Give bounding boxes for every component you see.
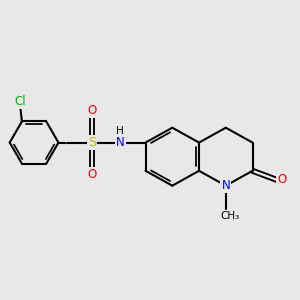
Text: N: N: [116, 136, 125, 149]
Text: N: N: [221, 179, 230, 192]
Text: O: O: [87, 104, 97, 117]
Text: O: O: [87, 168, 97, 181]
Text: O: O: [277, 173, 286, 186]
Text: CH₃: CH₃: [220, 211, 240, 221]
Text: S: S: [88, 136, 96, 149]
Text: H: H: [116, 126, 124, 136]
Text: Cl: Cl: [15, 95, 26, 108]
